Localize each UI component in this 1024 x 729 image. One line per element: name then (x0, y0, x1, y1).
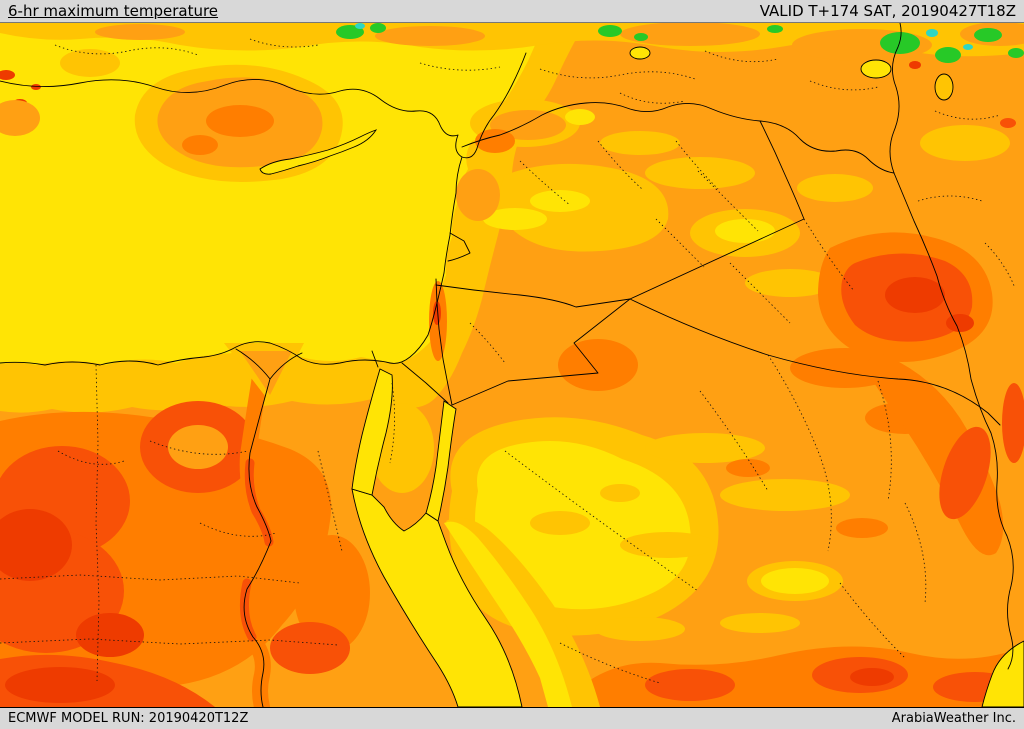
water-bodies-layer (259, 46, 1024, 707)
lebanon-border (447, 232, 471, 262)
turkey-south-border (461, 102, 895, 174)
map-canvas (0, 23, 1024, 707)
red-sea (351, 488, 523, 707)
lake-tuz (629, 46, 651, 60)
jordan-valley-border (435, 278, 453, 406)
syria-jordan-border (435, 284, 631, 308)
footer-bar: ECMWF MODEL RUN: 20190420T12Z ArabiaWeat… (0, 707, 1024, 729)
admin-dotted-layer (0, 38, 1016, 684)
egypt-coast (0, 341, 391, 366)
turkey-east-border (889, 23, 902, 174)
cyprus-outline (259, 129, 378, 175)
jordan-saudi-border (451, 298, 631, 406)
nile-delta-branches (235, 348, 303, 380)
model-run-label: ECMWF MODEL RUN: 20190420T12Z (8, 711, 249, 726)
nile-river (243, 378, 272, 707)
lake-urmia (934, 73, 954, 101)
gulf-of-aqaba (425, 400, 457, 522)
temperature-map (0, 23, 1024, 707)
temperature-fill-layer (0, 23, 1024, 707)
coastline-layer (0, 52, 527, 707)
valid-time-label: VALID T+174 SAT, 20190427T18Z (759, 2, 1016, 20)
syria-iraq-border (629, 120, 805, 300)
map-title: 6-hr maximum temperature (8, 2, 219, 20)
iraq-iran-border (893, 172, 1014, 670)
border-layer (401, 23, 1014, 670)
iraq-saudi-border (629, 298, 1001, 426)
header-bar: 6-hr maximum temperature VALID T+174 SAT… (0, 0, 1024, 23)
israel-egypt-border (401, 362, 449, 404)
suez-canal (371, 350, 379, 368)
brand-label: ArabiaWeather Inc. (891, 711, 1016, 726)
gulf-of-suez (351, 368, 393, 496)
levant-coast (389, 156, 463, 364)
lake-van (860, 59, 892, 79)
persian-gulf (981, 640, 1024, 707)
turkey-coast (0, 52, 527, 159)
